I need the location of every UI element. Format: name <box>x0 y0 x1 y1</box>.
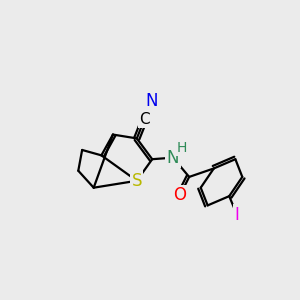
Text: I: I <box>235 206 239 224</box>
Text: H: H <box>177 141 188 155</box>
Text: O: O <box>173 186 186 204</box>
Text: S: S <box>132 172 142 190</box>
Text: N: N <box>145 92 158 110</box>
Text: N: N <box>167 149 179 167</box>
Text: C: C <box>139 112 150 127</box>
